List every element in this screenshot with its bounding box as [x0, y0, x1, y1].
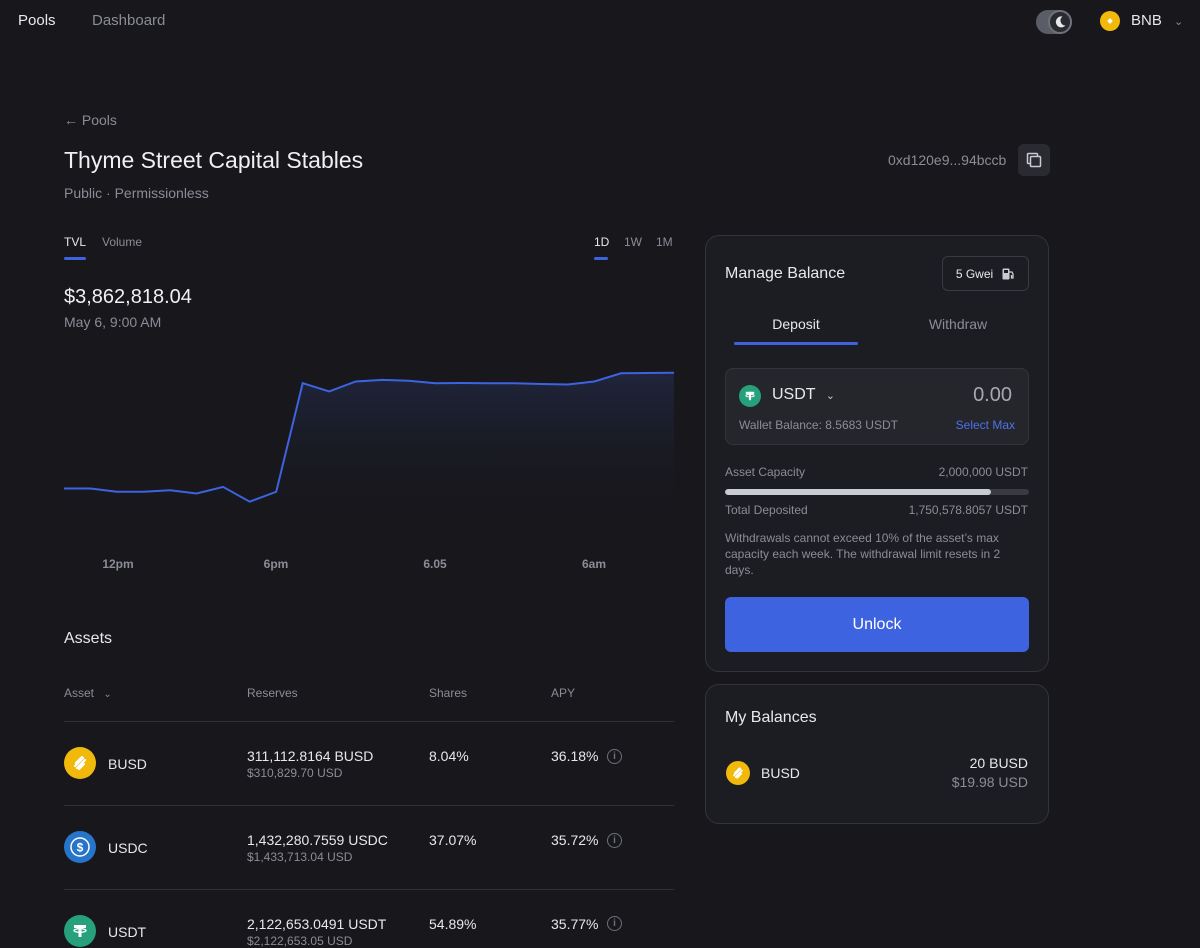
tab-tvl-underline: [64, 257, 86, 260]
pool-address: 0xd120e9...94bccb: [888, 152, 1007, 168]
usdt-icon: [739, 385, 761, 407]
table-row-asset: USDC: [108, 840, 148, 856]
range-1w[interactable]: 1W: [624, 235, 642, 249]
table-row-apy: 35.77%: [551, 916, 599, 932]
busd-icon: [64, 747, 96, 779]
network-selector[interactable]: BNB ⌄: [1131, 12, 1183, 29]
balance-amount: 20 BUSD: [969, 755, 1028, 771]
table-row-apy: 36.18%: [551, 748, 599, 764]
chart-area: [64, 372, 674, 525]
table-row-reserve-usd: $2,122,653.05 USD: [247, 934, 353, 948]
apy-header: APY: [551, 686, 576, 700]
info-icon[interactable]: i: [607, 749, 622, 764]
back-to-pools-link[interactable]: ← Pools: [64, 112, 117, 128]
chevron-down-icon: ⌄: [825, 390, 835, 402]
tab-withdraw[interactable]: Withdraw: [928, 316, 988, 332]
range-1d[interactable]: 1D: [594, 235, 610, 249]
table-divider: [64, 889, 674, 890]
capacity-progress-bar: [725, 489, 1029, 495]
moon-icon: [1048, 10, 1072, 34]
tab-volume[interactable]: Volume: [102, 235, 143, 249]
tab-deposit[interactable]: Deposit: [772, 316, 820, 332]
table-divider: [64, 805, 674, 806]
tvl-chart: 12pm 6pm 6.05 6am: [64, 371, 674, 571]
asset-header-label: Asset: [64, 686, 95, 700]
bnb-icon: [1100, 11, 1120, 31]
gas-pump-icon: [1002, 268, 1014, 279]
total-deposited-value: 1,750,578.8057 USDT: [908, 503, 1028, 517]
assets-title: Assets: [64, 630, 113, 647]
x-axis-tick: 6pm: [264, 557, 289, 571]
copy-icon: [1026, 152, 1042, 168]
withdraw-limit-notice: Withdrawals cannot exceed 10% of the ass…: [725, 531, 1001, 577]
wallet-balance: Wallet Balance: 8.5683 USDT: [739, 418, 898, 432]
table-row-reserve: 2,122,653.0491 USDT: [247, 916, 387, 932]
x-axis-tick: 6am: [582, 557, 606, 571]
deposit-input-box: USDT ⌄ 0.00 Wallet Balance: 8.5683 USDT …: [725, 368, 1029, 445]
table-row-shares: 54.89%: [429, 916, 477, 932]
balance-token: BUSD: [761, 765, 800, 781]
chart-timestamp: May 6, 9:00 AM: [64, 314, 162, 330]
x-axis-tick: 12pm: [102, 557, 133, 571]
nav-pools-link[interactable]: Pools: [18, 12, 56, 29]
table-row-shares: 37.07%: [429, 832, 477, 848]
tab-tvl[interactable]: TVL: [64, 235, 87, 249]
copy-button[interactable]: [1018, 144, 1050, 176]
capacity-progress-fill: [725, 489, 991, 495]
usdc-icon: $: [64, 831, 96, 863]
busd-icon: [726, 761, 750, 785]
pool-subtitle: Public · Permissionless: [64, 185, 209, 201]
info-icon[interactable]: i: [607, 833, 622, 848]
gas-price-label: 5 Gwei: [955, 266, 994, 281]
manage-balance-title: Manage Balance: [725, 265, 846, 282]
select-max-link[interactable]: Select Max: [955, 418, 1015, 432]
range-1m[interactable]: 1M: [656, 235, 673, 249]
range-1d-underline: [594, 257, 608, 260]
usdt-icon: [64, 915, 96, 947]
asset-capacity-value: 2,000,000 USDT: [938, 465, 1028, 479]
manage-balance-card: Manage Balance 5 Gwei Deposit Withdraw U…: [705, 235, 1049, 672]
amount-input[interactable]: 0.00: [973, 384, 1012, 406]
nav-dashboard-link[interactable]: Dashboard: [92, 12, 166, 29]
svg-text:$: $: [77, 841, 84, 855]
x-axis-tick: 6.05: [423, 557, 447, 571]
unlock-button[interactable]: Unlock: [725, 597, 1029, 652]
chart-line: [64, 371, 674, 503]
asset-capacity-label: Asset Capacity: [725, 465, 806, 479]
table-divider: [64, 721, 674, 722]
balance-usd: $19.98 USD: [951, 774, 1028, 790]
table-row-apy: 35.72%: [551, 832, 599, 848]
info-icon[interactable]: i: [607, 916, 622, 931]
gas-price-button[interactable]: 5 Gwei: [942, 256, 1029, 291]
table-row-reserve-usd: $1,433,713.04 USD: [247, 850, 353, 864]
page-title: Thyme Street Capital Stables: [64, 147, 364, 173]
table-row-shares: 8.04%: [429, 748, 469, 764]
my-balances-card: My Balances BUSD 20 BUSD $19.98 USD: [705, 684, 1049, 824]
my-balances-title: My Balances: [725, 709, 817, 726]
table-row-reserve-usd: $310,829.70 USD: [247, 766, 343, 780]
table-row-reserve: 1,432,280.7559 USDC: [247, 832, 388, 848]
token-selector-label: USDT: [772, 386, 816, 403]
table-row-asset: USDT: [108, 924, 147, 940]
total-deposited-label: Total Deposited: [725, 503, 808, 517]
shares-header: Shares: [429, 686, 468, 700]
chevron-down-icon: ⌄: [103, 689, 112, 700]
tab-deposit-underline: [734, 342, 858, 345]
token-selector[interactable]: USDT ⌄: [772, 386, 835, 404]
table-row-asset: BUSD: [108, 756, 147, 772]
chart-value: $3,862,818.04: [64, 286, 192, 308]
chevron-down-icon: ⌄: [1174, 16, 1184, 28]
theme-toggle[interactable]: [1036, 10, 1072, 34]
table-row-reserve: 311,112.8164 BUSD: [247, 748, 374, 764]
reserves-header: Reserves: [247, 686, 298, 700]
network-label: BNB: [1131, 12, 1162, 29]
asset-column-sort[interactable]: Asset ⌄: [64, 686, 112, 700]
